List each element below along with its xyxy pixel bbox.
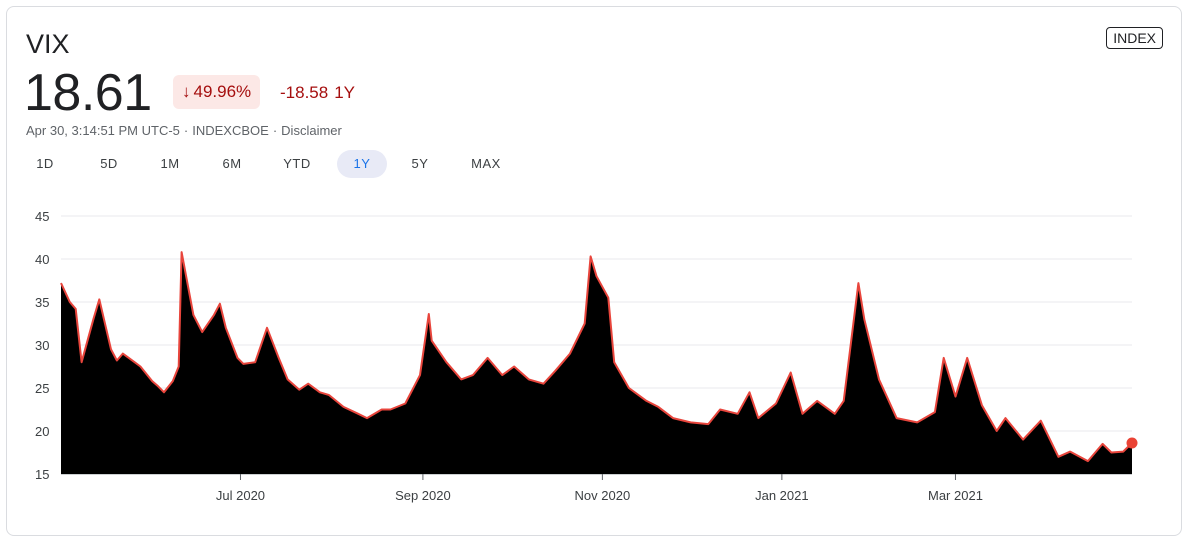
- y-tick-label: 15: [35, 467, 49, 482]
- y-tick-label: 40: [35, 252, 49, 267]
- y-tick-label: 35: [35, 295, 49, 310]
- last-price-dot: [1127, 438, 1138, 449]
- x-tick-label: Nov 2020: [575, 488, 631, 503]
- x-tick-label: Jan 2021: [755, 488, 809, 503]
- y-tick-label: 25: [35, 381, 49, 396]
- y-tick-label: 30: [35, 338, 49, 353]
- price-chart: 15 20 25 30 35 40 45 Jul 2020 Sep 2020 Nov 2020 Ja…: [0, 0, 1190, 524]
- series-area: [61, 252, 1132, 474]
- y-tick-label: 20: [35, 424, 49, 439]
- x-tick-label: Jul 2020: [216, 488, 265, 503]
- y-tick-label: 45: [35, 209, 49, 224]
- x-tick-label: Mar 2021: [928, 488, 983, 503]
- x-tick-label: Sep 2020: [395, 488, 451, 503]
